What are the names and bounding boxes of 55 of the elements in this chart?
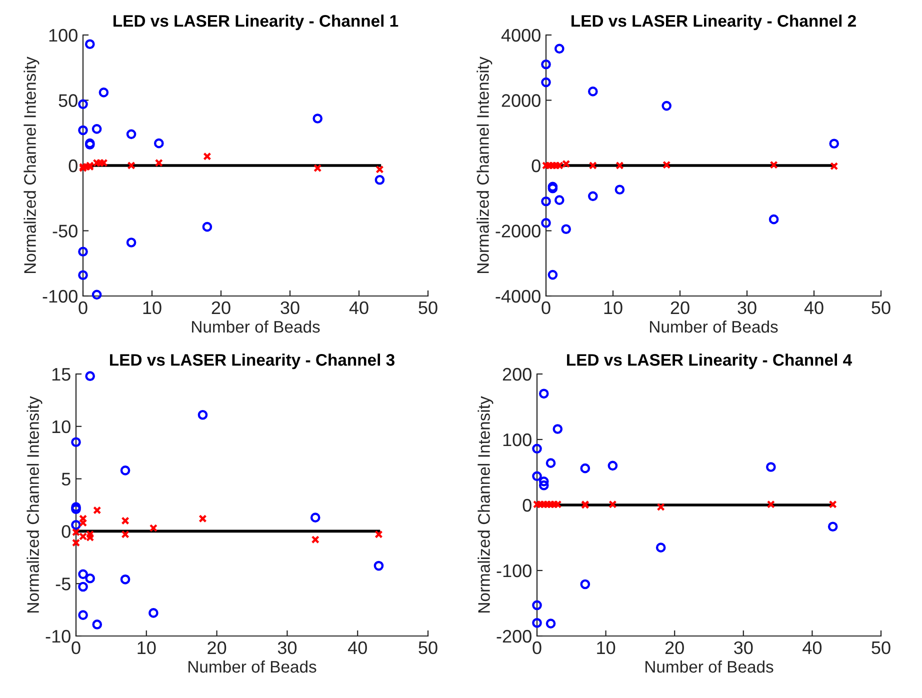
x-tick-label: 20 [670, 301, 690, 314]
y-tick-label: -4000 [496, 290, 540, 303]
chart-title: LED vs LASER Linearity - Channel 1 [114, 14, 398, 30]
x-tick-label: 30 [280, 301, 300, 314]
y-tick-label: -10 [46, 630, 70, 643]
x-axis-title: Number of Beads [192, 320, 320, 333]
x-axis-title: Number of Beads [188, 660, 316, 673]
x-tick-label: 10 [597, 641, 616, 654]
x-tick-label: 10 [138, 641, 156, 654]
y-tick-label: 100 [49, 28, 78, 42]
y-tick-label: -100 [496, 564, 532, 578]
y-axis-title: Normalized Channel Intensity [476, 56, 492, 273]
y-tick-label: 100 [503, 433, 532, 446]
y-tick-label: 10 [52, 420, 70, 434]
x-tick-label: 0 [542, 301, 550, 314]
y-tick-label: 4000 [501, 28, 540, 42]
y-tick-label: -5 [56, 578, 70, 590]
y-axis-title: Normalized Channel Intensity [478, 396, 494, 612]
chart-title: LED vs LASER Linearity - Channel 2 [572, 14, 856, 30]
x-tick-label: 0 [78, 301, 88, 314]
y-tick-label: 5 [62, 472, 70, 486]
y-tick-label: -50 [52, 224, 78, 238]
chart-title: LED vs LASER Linearity - Channel 3 [110, 354, 394, 370]
x-tick-label: 20 [212, 301, 230, 314]
x-tick-label: 50 [872, 641, 890, 654]
x-tick-label: 30 [278, 641, 297, 654]
y-tick-label: 50 [58, 94, 78, 107]
x-tick-label: 20 [208, 641, 226, 654]
y-axis-title: Normalized Channel Intensity [24, 56, 40, 273]
x-tick-label: 10 [604, 301, 622, 314]
x-axis-title: Number of Beads [650, 320, 778, 333]
x-tick-label: 40 [802, 641, 822, 654]
x-tick-label: 40 [804, 301, 824, 314]
chart-title: LED vs LASER Linearity - Channel 4 [567, 354, 852, 370]
y-tick-label: 15 [52, 368, 70, 381]
x-axis-title: Number of Beads [646, 660, 774, 673]
x-tick-label: 40 [348, 641, 367, 654]
y-tick-label: 0 [62, 525, 70, 538]
x-tick-label: 40 [349, 301, 368, 314]
y-tick-label: 0 [532, 159, 540, 172]
y-tick-label: -100 [42, 290, 78, 303]
x-tick-label: 10 [143, 301, 162, 314]
x-tick-label: 50 [872, 301, 890, 314]
x-tick-label: 30 [734, 641, 753, 654]
y-tick-label: 200 [502, 368, 532, 381]
x-tick-label: 50 [418, 641, 438, 654]
y-tick-label: -200 [496, 630, 532, 643]
x-tick-label: 30 [738, 301, 756, 314]
y-tick-label: 2000 [502, 94, 540, 107]
y-tick-label: 0 [522, 498, 532, 512]
y-tick-label: 0 [68, 159, 78, 172]
y-axis-title: Normalized Channel Intensity [26, 396, 42, 612]
x-tick-label: 20 [665, 641, 684, 654]
x-tick-label: 50 [418, 301, 438, 314]
y-tick-label: -2000 [496, 224, 540, 238]
